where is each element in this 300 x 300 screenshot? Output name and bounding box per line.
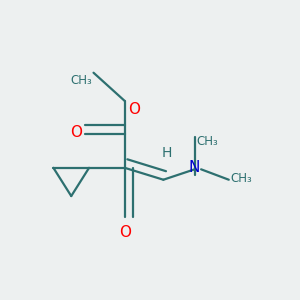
- Text: O: O: [119, 225, 131, 240]
- Text: O: O: [128, 102, 140, 117]
- Text: N: N: [189, 160, 200, 175]
- Text: CH₃: CH₃: [230, 172, 252, 185]
- Text: O: O: [70, 125, 82, 140]
- Text: CH₃: CH₃: [196, 135, 218, 148]
- Text: CH₃: CH₃: [70, 74, 92, 87]
- Text: H: H: [161, 146, 172, 161]
